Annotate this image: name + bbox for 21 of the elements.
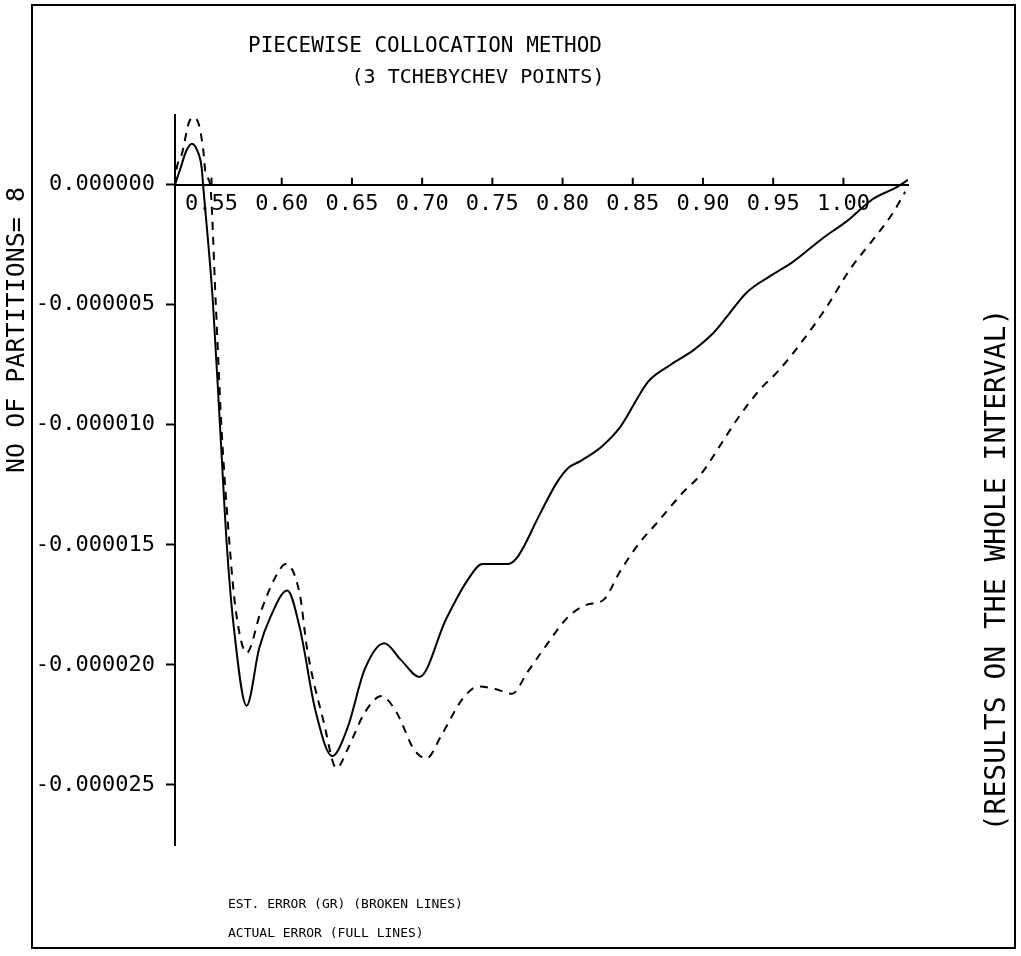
y-tick-label: -0.000020 [35, 650, 155, 676]
x-tick-label: 0.60 [255, 189, 309, 215]
text: EST. ERROR (GR) (BROKEN LINES) [228, 895, 463, 911]
y-tick-label: 0.000000 [49, 170, 155, 196]
text: ACTUAL ERROR (FULL LINES) [228, 924, 424, 940]
x-tick-label: 0.90 [676, 189, 730, 215]
chart-title: PIECEWISE COLLOCATION METHOD [247, 32, 603, 57]
x-tick-label: 1.00 [816, 189, 870, 215]
y-tick-label: -0.000025 [35, 770, 155, 796]
x-tick-label: 0.85 [606, 189, 660, 215]
y-tick-label: -0.000010 [35, 410, 155, 436]
y-tick-label: -0.000005 [35, 290, 155, 316]
chart-subtitle: (3 TCHEBYCHEV POINTS) [351, 64, 605, 88]
x-tick-label: 0.70 [395, 189, 449, 215]
x-tick-label: 0.95 [746, 189, 800, 215]
y-tick-label: -0.000015 [35, 530, 155, 556]
y2-axis-title: (RESULTS ON THE WHOLE INTERVAL) [979, 308, 1012, 832]
x-tick-label: 0.65 [325, 189, 379, 215]
x-tick-label: 0.80 [536, 189, 590, 215]
y-axis-title: NO OF PARTITIONS= 8 [0, 187, 30, 473]
x-tick-label: 0.75 [465, 189, 519, 215]
